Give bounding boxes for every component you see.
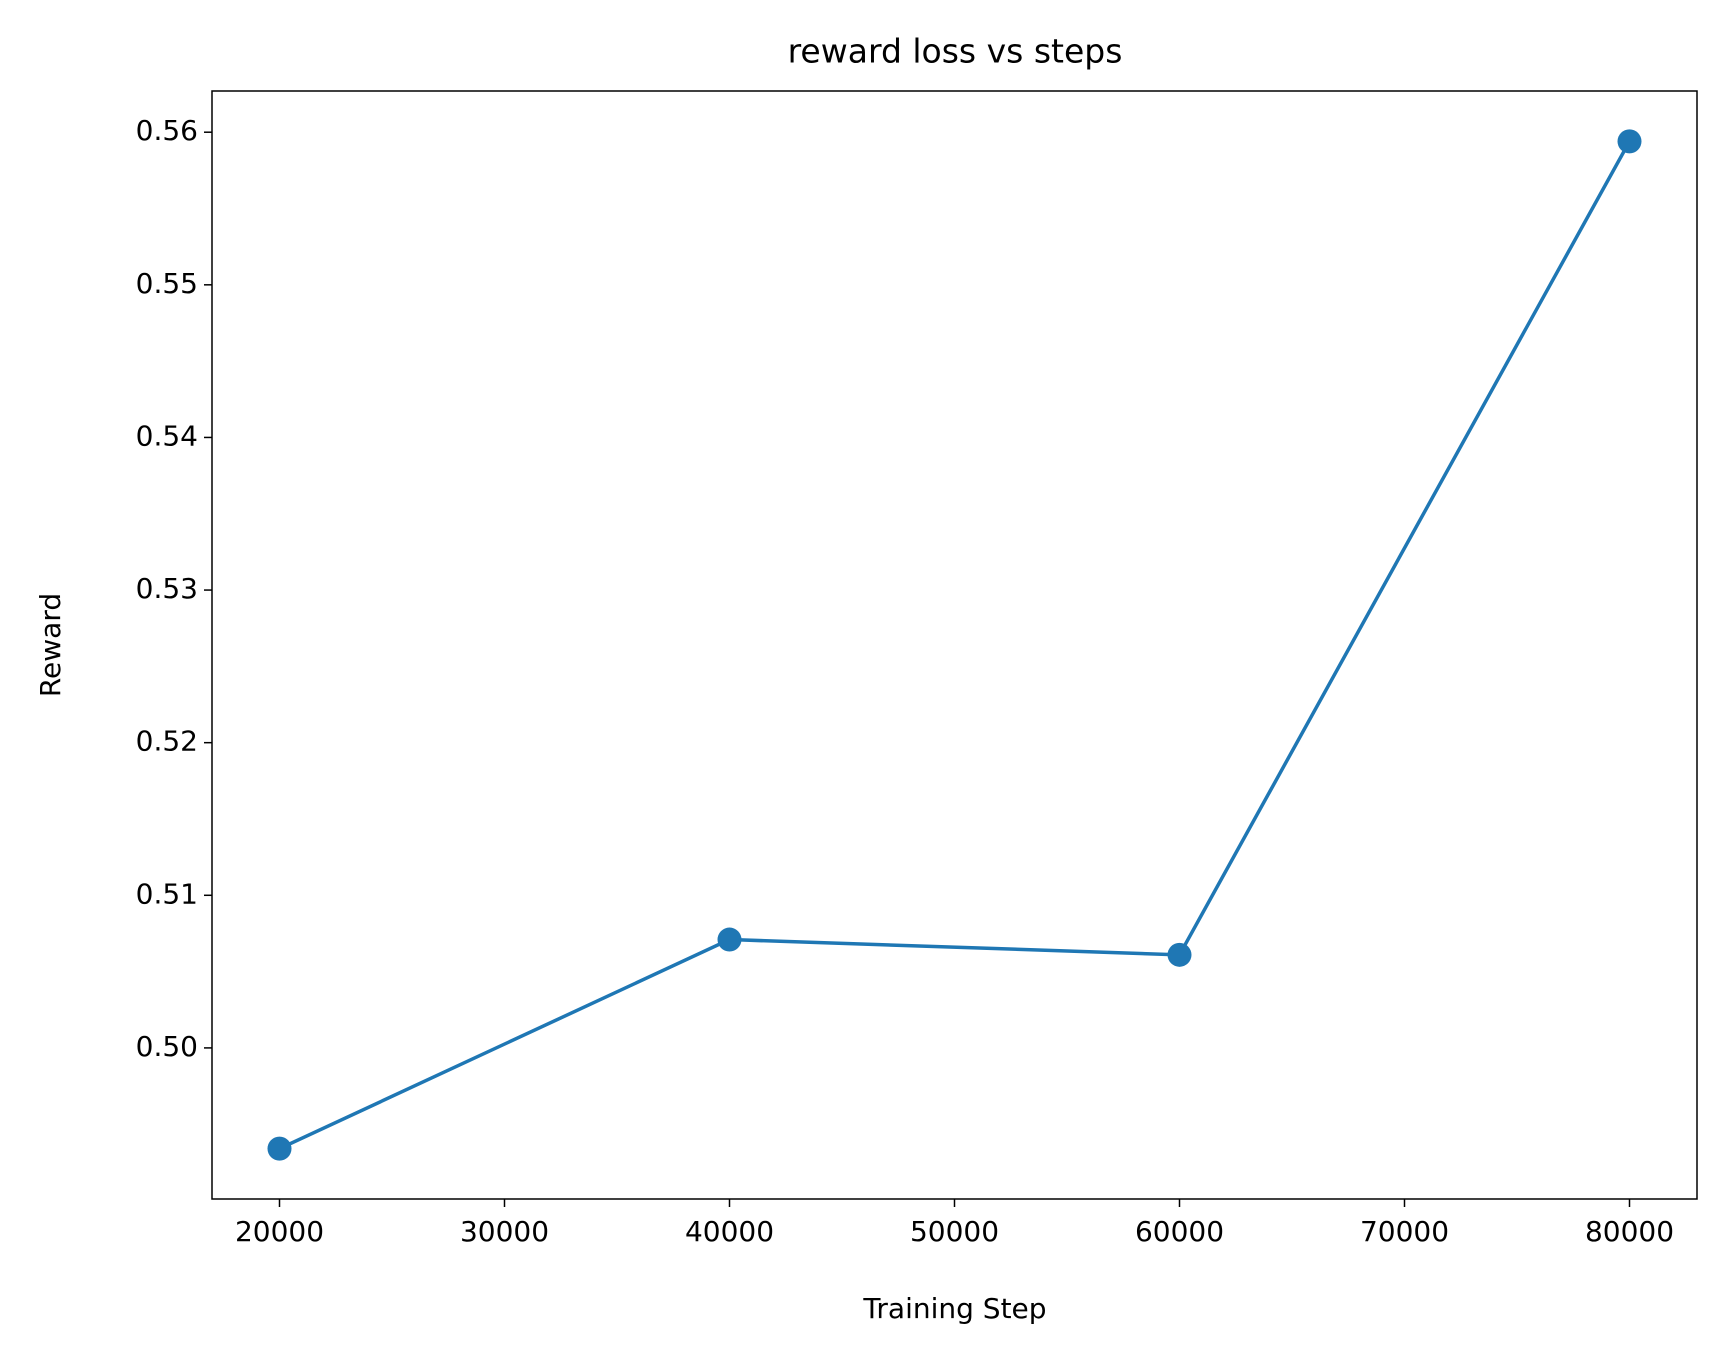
y-axis-label: Reward xyxy=(34,593,67,697)
y-tick-label: 0.50 xyxy=(136,1030,198,1063)
x-tick-label: 60000 xyxy=(1135,1215,1224,1248)
y-tick-label: 0.54 xyxy=(136,419,198,452)
point xyxy=(267,1136,292,1161)
line xyxy=(278,140,1632,1151)
x-tick-label: 40000 xyxy=(685,1215,774,1248)
plot-frame xyxy=(211,90,1698,1200)
chart-title: reward loss vs steps xyxy=(788,32,1123,71)
x-tick-label: 50000 xyxy=(910,1215,999,1248)
x-axis-label: Training Step xyxy=(862,1292,1046,1325)
y-tick-label: 0.51 xyxy=(136,877,198,910)
x-tick-label: 70000 xyxy=(1360,1215,1449,1248)
y-tick-label: 0.56 xyxy=(136,114,198,147)
y-tick-label: 0.53 xyxy=(136,572,198,605)
x-tick-label: 80000 xyxy=(1585,1215,1674,1248)
point xyxy=(717,927,742,952)
y-tick-label: 0.55 xyxy=(136,267,198,300)
point xyxy=(1167,942,1192,967)
x-tick-label: 30000 xyxy=(460,1215,549,1248)
y-tick-label: 0.52 xyxy=(136,725,198,758)
point xyxy=(1617,129,1642,154)
x-tick-label: 20000 xyxy=(235,1215,324,1248)
